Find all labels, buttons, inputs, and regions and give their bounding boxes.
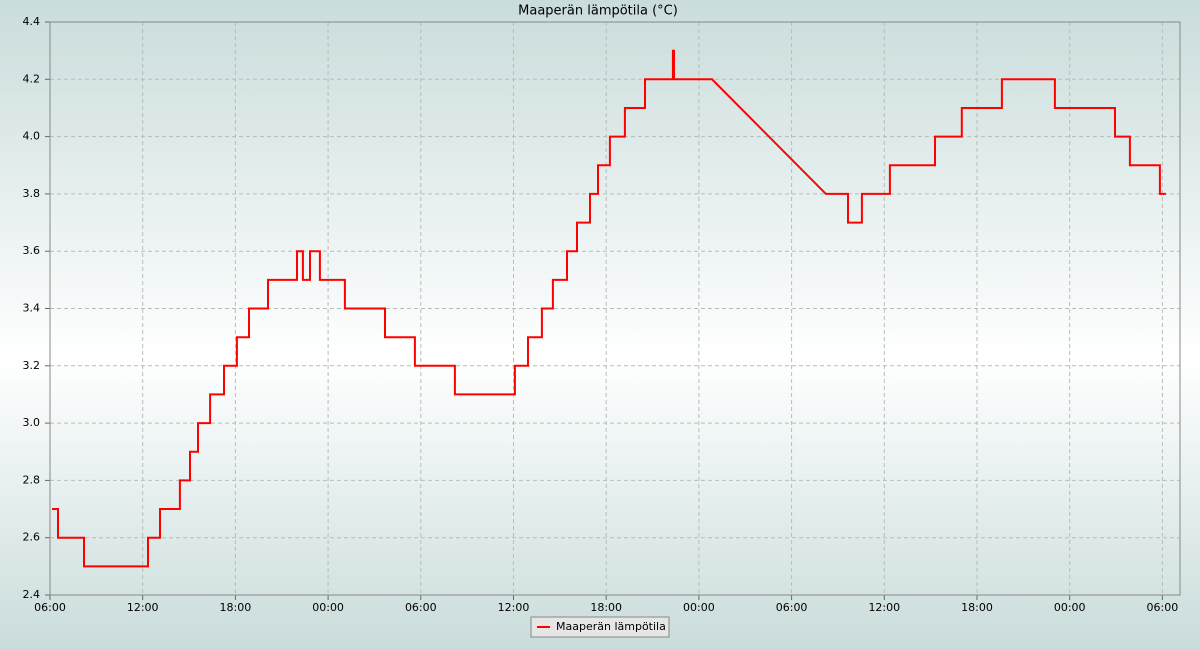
chart-title: Maaperän lämpötila (°C) bbox=[518, 4, 678, 19]
x-tick-label: 06:00 bbox=[34, 601, 66, 614]
x-tick-label: 12:00 bbox=[868, 601, 900, 614]
x-tick-label: 18:00 bbox=[220, 601, 252, 614]
x-tick-label: 06:00 bbox=[405, 601, 437, 614]
plot-frame bbox=[49, 21, 1181, 596]
y-tick-label: 3.6 bbox=[23, 244, 41, 257]
y-tick-label: 4.0 bbox=[23, 130, 41, 143]
y-tick-label: 3.4 bbox=[23, 302, 41, 315]
x-tick-label: 18:00 bbox=[590, 601, 622, 614]
y-tick-label: 2.6 bbox=[23, 531, 41, 544]
x-tick-label: 06:00 bbox=[1147, 601, 1179, 614]
y-tick-label: 3.0 bbox=[23, 416, 41, 429]
y-tick-label: 3.8 bbox=[23, 187, 41, 200]
x-tick-label: 00:00 bbox=[683, 601, 715, 614]
x-tick-label: 18:00 bbox=[961, 601, 993, 614]
legend: Maaperän lämpötila bbox=[530, 616, 670, 638]
x-tick-label: 00:00 bbox=[312, 601, 344, 614]
x-tick-label: 00:00 bbox=[1054, 601, 1086, 614]
y-tick-label: 2.8 bbox=[23, 473, 41, 486]
legend-label: Maaperän lämpötila bbox=[556, 620, 666, 633]
plot bbox=[52, 49, 1166, 568]
y-tick-label: 4.2 bbox=[23, 72, 41, 85]
x-tick-label: 12:00 bbox=[127, 601, 159, 614]
x-tick-label: 12:00 bbox=[498, 601, 530, 614]
y-tick-label: 2.4 bbox=[23, 588, 41, 601]
y-tick-label: 3.2 bbox=[23, 359, 41, 372]
legend-box bbox=[530, 616, 670, 638]
data-line bbox=[52, 49, 1166, 568]
y-tick-label: 4.4 bbox=[23, 15, 41, 28]
x-tick-label: 06:00 bbox=[776, 601, 808, 614]
